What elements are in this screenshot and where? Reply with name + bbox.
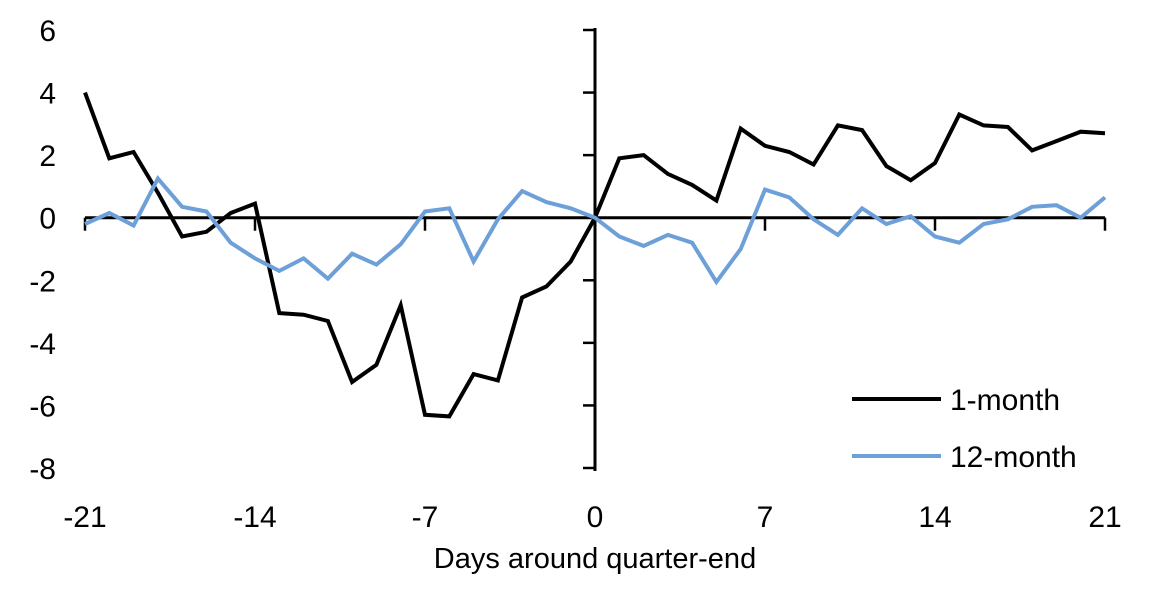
y-tick-label: -6 [29, 390, 56, 423]
y-tick-label: 2 [39, 140, 56, 173]
x-tick-label: -14 [233, 501, 276, 534]
y-tick-label: 6 [39, 15, 56, 48]
x-tick-label: -21 [63, 501, 106, 534]
y-tick-label: -2 [29, 265, 56, 298]
y-tick-label: -4 [29, 328, 56, 361]
series-line-12-month [84, 175, 1107, 286]
x-tick-label: 14 [918, 501, 951, 534]
tick-labels-group: -21 -14 -7 0 7 14 21 6 4 2 0 -2 -4 -6 -8 [29, 15, 1121, 534]
legend: 1-month 12-month [852, 384, 1077, 474]
legend-label-1-month: 1-month [950, 384, 1060, 417]
legend-label-12-month: 12-month [950, 441, 1077, 474]
x-axis-title: Days around quarter-end [434, 543, 756, 575]
x-tick-label: 0 [587, 501, 604, 534]
x-tick-label: 7 [757, 501, 774, 534]
y-tick-label: 4 [39, 78, 56, 111]
series-group [83, 91, 1107, 419]
x-tick-label: 21 [1088, 501, 1121, 534]
y-tick-label: 0 [39, 203, 56, 236]
x-tick-label: -7 [412, 501, 439, 534]
y-tick-label: -8 [29, 453, 56, 486]
